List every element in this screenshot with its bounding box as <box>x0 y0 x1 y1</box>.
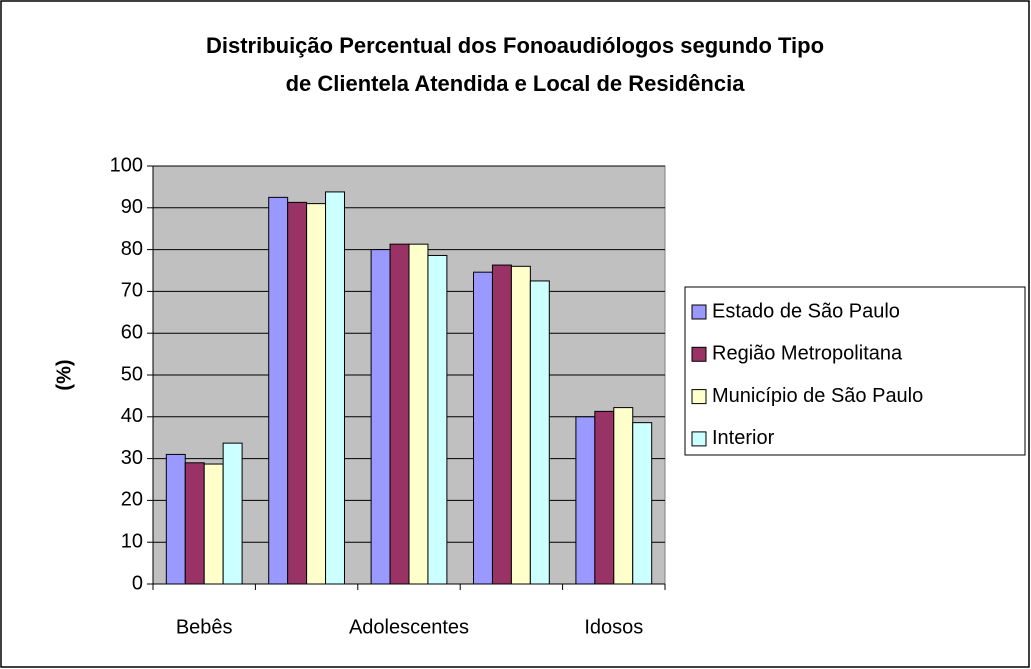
chart-title: Distribuição Percentual dos Fonoaudiólog… <box>206 33 824 58</box>
y-tick-label: 0 <box>132 572 143 594</box>
bar <box>222 442 243 585</box>
y-tick-label: 40 <box>121 405 143 427</box>
legend-swatch <box>691 346 707 362</box>
y-tick-label: 50 <box>121 363 143 385</box>
bar <box>473 271 493 585</box>
y-tick-label: 20 <box>121 489 143 511</box>
bar <box>370 249 391 585</box>
chart-title: de Clientela Atendida e Local de Residên… <box>286 71 746 96</box>
legend-swatch <box>691 304 707 320</box>
y-tick-label: 100 <box>110 154 143 176</box>
y-tick-label: 60 <box>121 321 143 343</box>
bar <box>613 407 634 585</box>
bar <box>165 453 186 585</box>
bar <box>427 254 448 585</box>
legend-label: Estado de São Paulo <box>712 300 900 322</box>
legend-label: Região Metropolitana <box>712 343 903 365</box>
bar <box>306 203 327 585</box>
legend-label: Interior <box>712 427 775 449</box>
legend-box <box>684 286 1026 456</box>
bar <box>203 463 224 585</box>
bar <box>325 191 345 585</box>
bar <box>268 196 289 585</box>
bar <box>632 422 653 585</box>
legend-swatch <box>691 431 707 447</box>
y-tick-label: 10 <box>121 530 143 552</box>
y-tick-label: 80 <box>121 238 143 260</box>
bar <box>510 265 531 585</box>
x-tick-label: Adolescentes <box>349 616 469 638</box>
x-tick-label: Bebês <box>176 616 233 638</box>
bar <box>287 201 308 585</box>
bar <box>389 243 410 585</box>
bar <box>491 264 512 585</box>
x-tick-label: Idosos <box>584 616 643 638</box>
bar <box>184 462 205 585</box>
bar <box>529 280 550 585</box>
y-axis-label: (%) <box>53 359 75 390</box>
bar <box>575 416 596 585</box>
legend-label: Município de São Paulo <box>712 385 923 407</box>
y-tick-label: 90 <box>121 196 143 218</box>
y-tick-label: 30 <box>121 447 143 469</box>
bar <box>408 243 429 585</box>
bar <box>594 410 615 585</box>
legend-swatch <box>691 389 707 405</box>
y-tick-label: 70 <box>121 280 143 302</box>
